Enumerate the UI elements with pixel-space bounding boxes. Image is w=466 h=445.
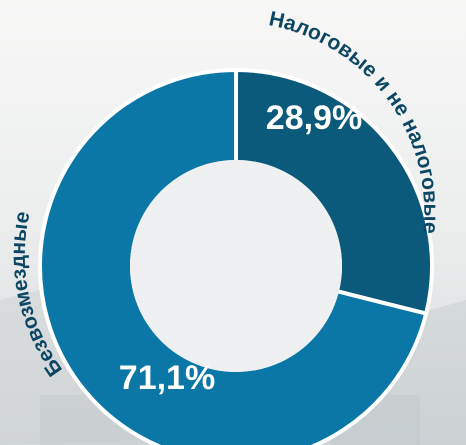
data-label-taxes: 28,9%: [266, 99, 362, 137]
data-label-grants: 71,1%: [119, 359, 215, 397]
donut-hole: [130, 160, 342, 372]
